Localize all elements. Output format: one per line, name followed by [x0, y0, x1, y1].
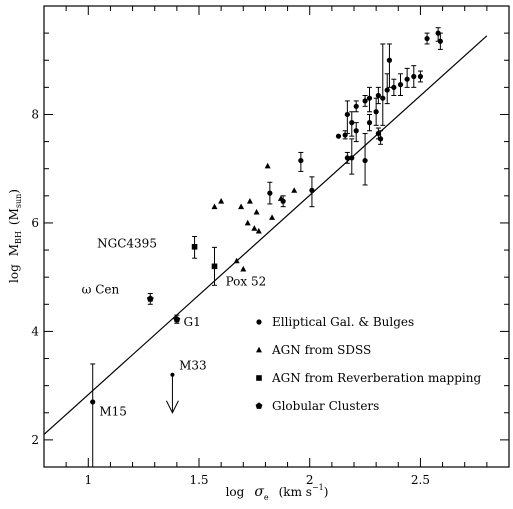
y-axis-label: logMBH(Msun) — [7, 189, 23, 283]
circle-point — [349, 120, 355, 126]
circle-point — [90, 399, 96, 405]
annotations: NGC4395 Pox 52 ω Cen G1 M33 M15 — [82, 236, 267, 418]
annotation-label: ω Cen — [82, 282, 120, 296]
x-axis-label: log σe (km s−1) — [226, 483, 329, 502]
circle-point — [353, 103, 359, 109]
annotation-label: M33 — [179, 358, 207, 372]
x-tick-label: 2.5 — [411, 473, 430, 487]
circle-point — [353, 128, 359, 134]
circle-point — [380, 95, 386, 101]
circle-point — [375, 92, 381, 99]
data-points — [90, 27, 443, 468]
tick-labels: 1 1.5 2 2.5 2 4 6 8 — [31, 107, 430, 487]
triangle-point — [251, 225, 258, 231]
circle-point — [391, 84, 397, 90]
axis-ticks — [44, 6, 509, 467]
circle-point — [344, 155, 350, 161]
square-point — [211, 263, 218, 270]
circle-point — [404, 76, 410, 82]
legend-marker-square — [256, 375, 262, 381]
triangle-point — [233, 257, 240, 264]
legend-marker-circle — [256, 319, 262, 325]
legend-label: Elliptical Gal. & Bulges — [272, 315, 414, 329]
y-tick-label: 4 — [31, 324, 39, 338]
annotation-label: NGC4395 — [97, 236, 157, 250]
pentagon-point — [173, 315, 181, 323]
circle-point — [362, 98, 368, 104]
circle-point — [417, 73, 424, 80]
circle-point — [349, 155, 355, 161]
fit-line — [43, 35, 488, 435]
pentagon-point — [146, 295, 154, 302]
y-tick-label: 6 — [31, 216, 39, 230]
plot-frame — [43, 5, 510, 468]
triangle-point — [240, 265, 247, 272]
circle-point — [386, 57, 393, 63]
circle-point — [437, 38, 443, 44]
annotation-label: Pox 52 — [226, 274, 267, 288]
circle-point — [424, 35, 430, 42]
y-tick-label: 8 — [31, 107, 39, 121]
circle-point — [267, 190, 273, 196]
x-tick-label: 1.5 — [189, 473, 208, 487]
triangle-point — [244, 219, 251, 226]
square-point — [191, 244, 198, 250]
circle-point — [411, 73, 417, 80]
triangle-point — [246, 198, 253, 204]
circle-point — [377, 136, 384, 142]
legend: Elliptical Gal. & Bulges AGN from SDSS AGN… — [255, 315, 481, 413]
triangle-point — [277, 195, 284, 201]
legend-label: Globular Clusters — [272, 399, 379, 413]
circle-point — [298, 157, 304, 164]
circle-point — [375, 130, 381, 137]
circle-point — [366, 95, 373, 101]
circle-point — [335, 133, 342, 139]
triangle-point — [269, 214, 276, 220]
circle-point — [366, 120, 373, 126]
legend-label: AGN from SDSS — [271, 343, 371, 357]
y-tick-label: 2 — [31, 433, 39, 447]
upper-limit-arrowhead — [165, 400, 179, 414]
triangle-point — [291, 187, 298, 193]
triangle-point — [238, 203, 245, 210]
legend-marker-pentagon — [255, 402, 263, 409]
circle-point — [309, 187, 315, 193]
legend-marker-triangle — [256, 346, 262, 353]
triangle-point — [253, 208, 260, 215]
x-tick-label: 1 — [84, 473, 92, 487]
triangle-point — [264, 162, 271, 169]
circle-point — [373, 109, 379, 115]
triangle-point — [211, 203, 218, 210]
circle-point — [397, 82, 404, 88]
circle-point — [362, 157, 368, 164]
legend-label: AGN from Reverberation mapping — [271, 371, 481, 385]
circle-point — [384, 87, 390, 93]
annotation-label: G1 — [184, 315, 201, 329]
x-tick-label: 2 — [306, 473, 314, 487]
annotation-label: M15 — [99, 404, 127, 418]
triangle-point — [218, 198, 225, 204]
circle-point — [344, 111, 350, 118]
triangle-point — [255, 227, 262, 234]
